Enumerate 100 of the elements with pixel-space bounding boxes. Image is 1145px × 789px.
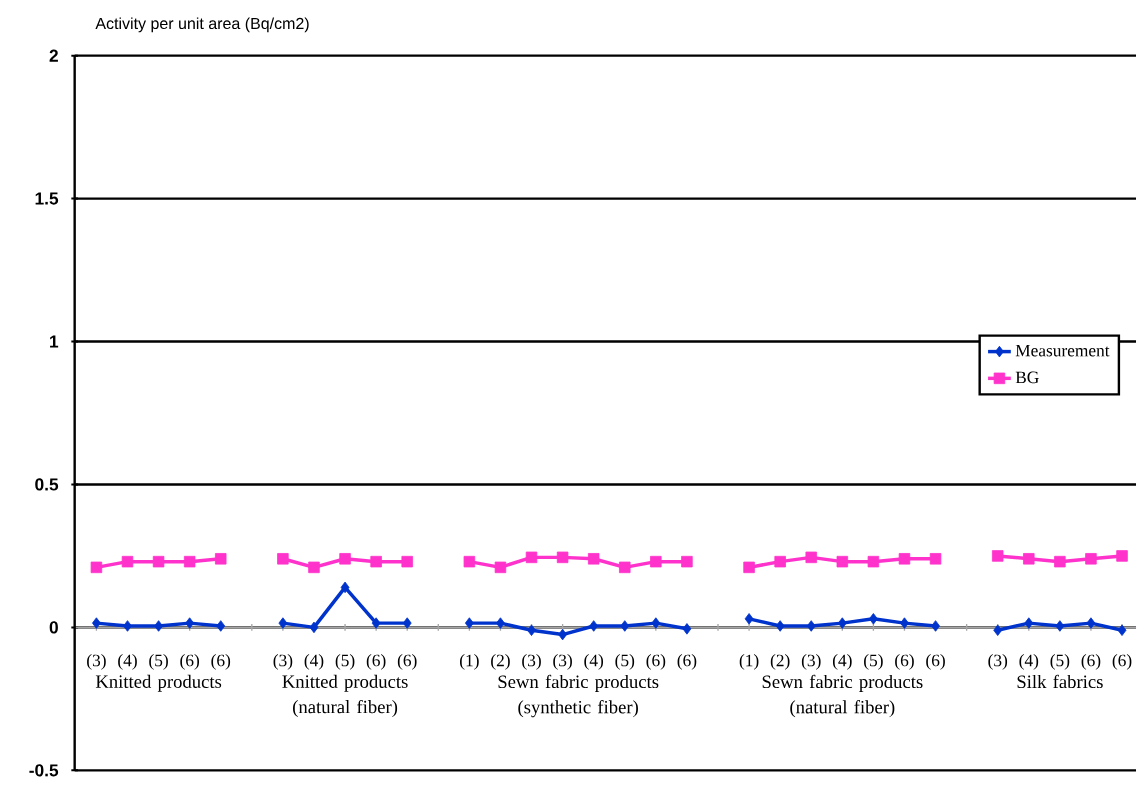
y-tick-label: 1	[50, 335, 59, 348]
point	[340, 581, 350, 594]
point	[1055, 620, 1065, 632]
point	[183, 555, 196, 568]
point	[277, 553, 289, 565]
x-tick-label: (6)	[677, 654, 697, 670]
point	[121, 555, 134, 568]
point	[494, 561, 507, 574]
point	[587, 553, 600, 565]
point	[1116, 550, 1128, 562]
point	[525, 551, 538, 564]
point	[651, 617, 661, 629]
point	[401, 555, 413, 568]
x-tick-label: (6)	[895, 654, 914, 670]
legend-label: Measurement	[1015, 344, 1110, 357]
point	[370, 555, 382, 568]
x-tick-label: (3)	[801, 654, 821, 670]
point	[123, 620, 132, 632]
point	[278, 617, 288, 629]
point	[836, 555, 849, 568]
point	[154, 620, 163, 632]
point	[650, 555, 662, 568]
point	[1086, 617, 1096, 629]
x-tick-label: (5)	[864, 654, 883, 670]
point	[464, 617, 474, 629]
point	[682, 623, 692, 635]
point	[152, 555, 165, 568]
point	[556, 551, 569, 564]
point	[931, 620, 940, 632]
x-tick-label: (6)	[397, 654, 417, 670]
x-tick-label: (4)	[118, 654, 137, 670]
x-tick-label: (4)	[832, 654, 852, 670]
x-tick-label: (3)	[522, 654, 541, 670]
point	[527, 624, 536, 636]
point	[339, 553, 351, 565]
point	[402, 617, 412, 629]
y-tick-label: 0	[49, 621, 58, 634]
point	[463, 555, 476, 568]
point	[991, 550, 1004, 562]
x-tick-label: (3)	[988, 654, 1008, 670]
x-tick-label: (6)	[1081, 654, 1101, 670]
y-tick-label: 2	[49, 49, 58, 62]
point	[620, 620, 630, 632]
y-axis-title: Activity per unit area (Bq/cm2)	[95, 17, 309, 33]
annotation: Silk fabrics	[1017, 674, 1103, 689]
point	[92, 617, 101, 629]
legend-label: BG	[1015, 371, 1039, 384]
point	[619, 561, 631, 574]
annotation: Sewn fabric products (natural fiber)	[762, 674, 923, 718]
point	[900, 617, 909, 629]
point	[681, 555, 693, 568]
x-tick-label: (5)	[335, 654, 355, 670]
point	[1024, 617, 1034, 629]
point	[1085, 553, 1097, 565]
y-tick-label: 1.5	[35, 192, 59, 205]
point	[993, 624, 1003, 636]
x-tick-label: (6)	[211, 654, 231, 670]
x-tick-label: (5)	[1050, 654, 1070, 670]
point	[805, 551, 817, 564]
point	[867, 555, 880, 568]
point	[744, 613, 754, 625]
x-tick-label: (4)	[584, 654, 604, 670]
x-tick-label: (1)	[739, 654, 759, 670]
point	[898, 553, 911, 565]
point	[869, 613, 878, 625]
point	[1054, 555, 1066, 568]
x-tick-label: (3)	[87, 654, 106, 670]
x-tick-label: (4)	[1019, 654, 1039, 670]
annotation: Knitted products	[95, 674, 222, 692]
point	[215, 553, 227, 565]
point	[216, 620, 226, 632]
y-tick-label: -0.5	[29, 764, 59, 777]
point	[558, 628, 568, 641]
x-tick-label: (6)	[1112, 654, 1132, 670]
x-tick-label: (4)	[304, 654, 324, 670]
point	[1023, 553, 1035, 565]
x-tick-label: (2)	[491, 654, 510, 670]
point	[806, 620, 816, 632]
x-tick-label: (6)	[180, 654, 200, 670]
annotation: Sewn fabric products (synthetic fiber)	[498, 674, 659, 718]
x-tick-label: (2)	[770, 654, 790, 670]
annotation: Knitted products (natural fiber)	[282, 674, 408, 718]
point	[743, 561, 755, 574]
x-tick-label: (6)	[366, 654, 386, 670]
point	[308, 561, 320, 574]
x-tick-label: (3)	[553, 654, 572, 670]
x-tick-label: (3)	[273, 654, 293, 670]
point	[496, 617, 505, 629]
point	[774, 555, 786, 568]
point	[1117, 624, 1127, 636]
point	[90, 561, 103, 574]
x-tick-label: (5)	[149, 654, 168, 670]
point	[371, 617, 381, 629]
point	[775, 620, 785, 632]
point	[309, 621, 319, 634]
x-tick-label: (1)	[460, 654, 479, 670]
x-tick-label: (6)	[646, 654, 666, 670]
y-tick-label: 0.5	[35, 478, 59, 491]
x-tick-label: (6)	[926, 654, 945, 670]
point	[929, 553, 942, 565]
